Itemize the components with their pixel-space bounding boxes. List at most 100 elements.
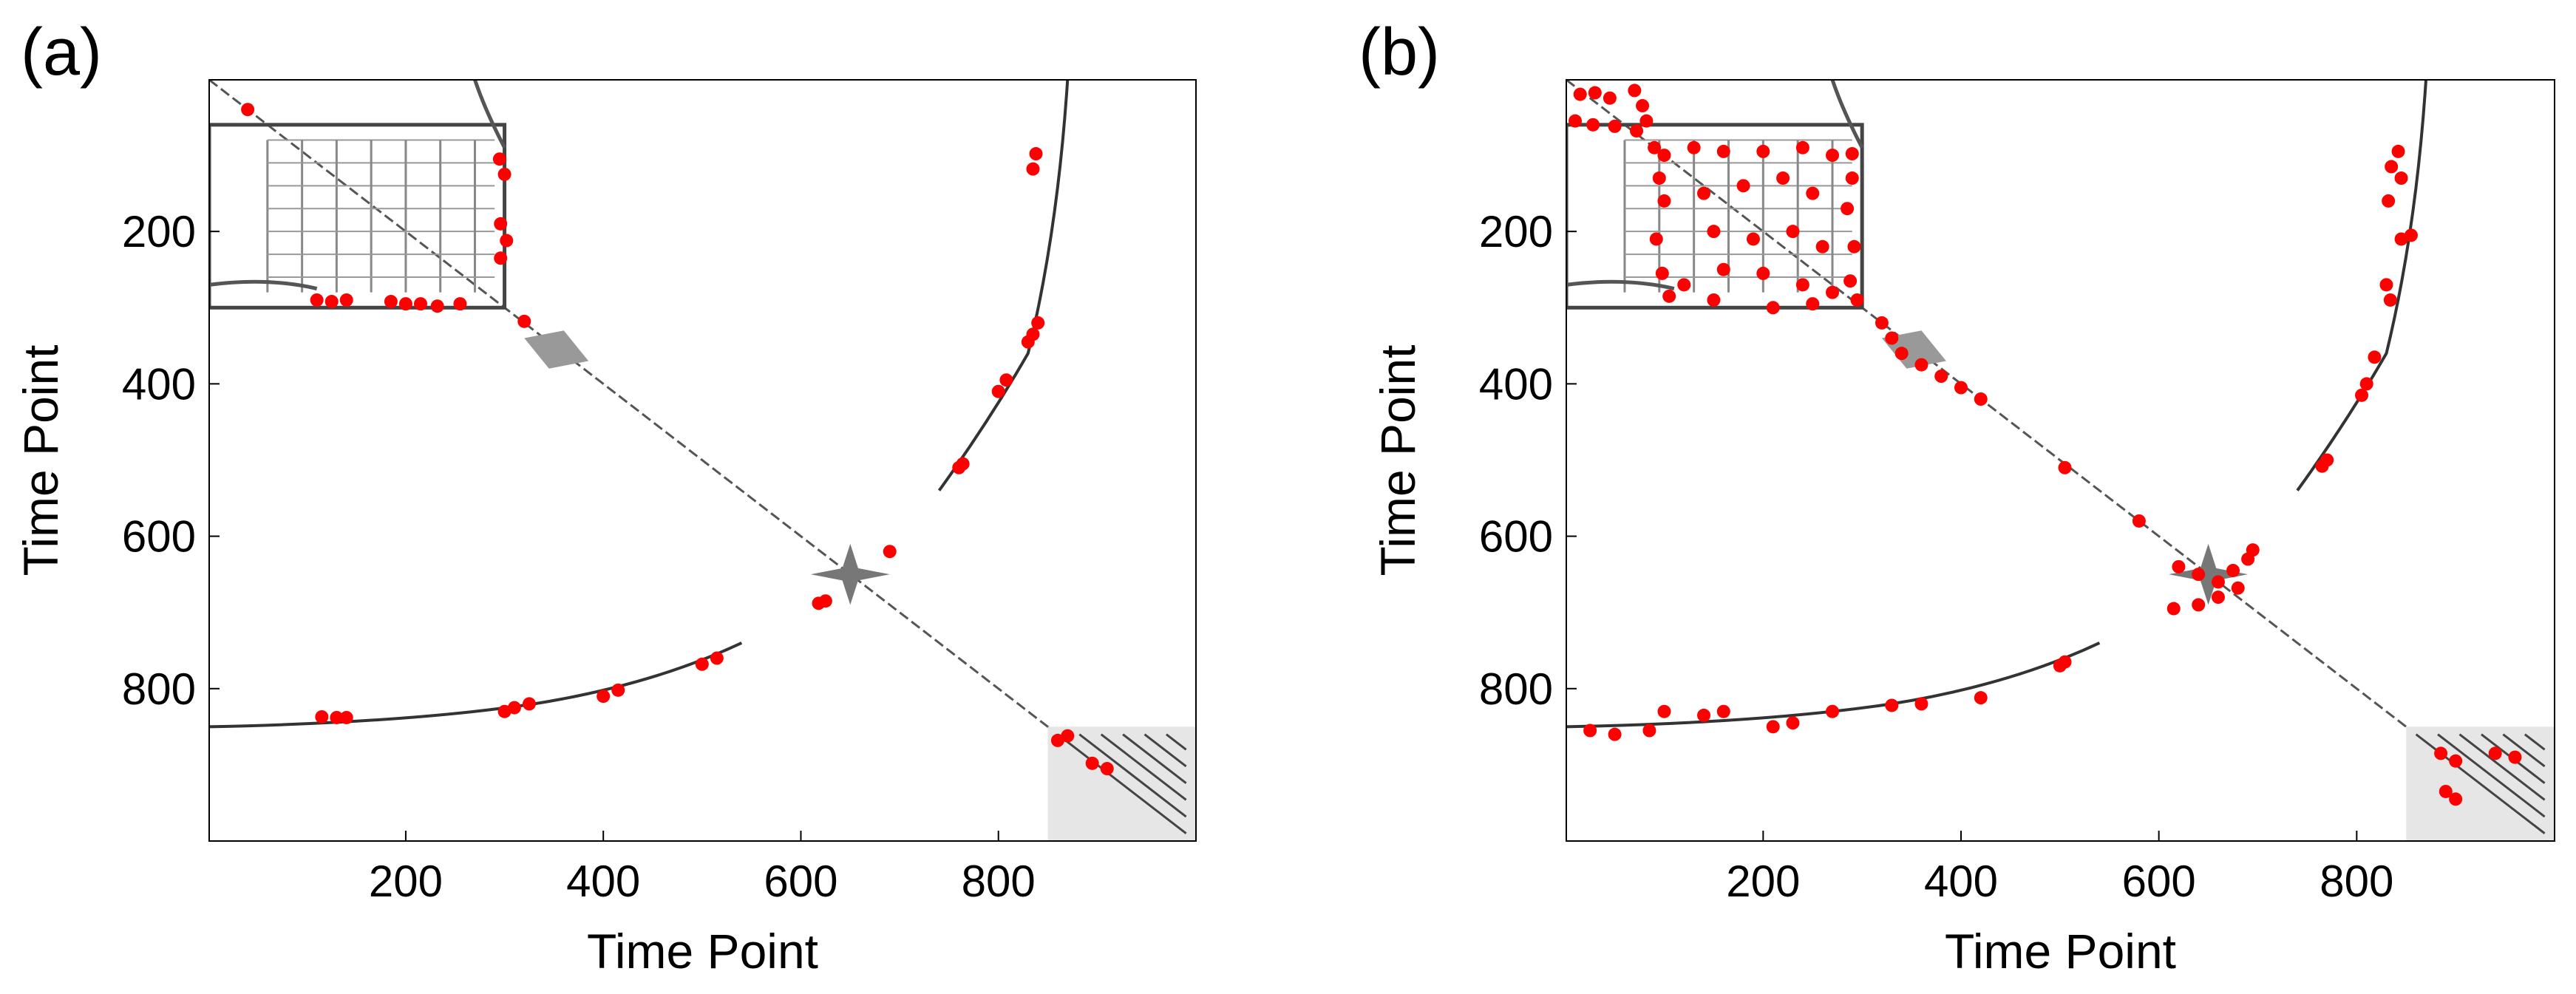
data-point <box>1716 704 1730 718</box>
data-point <box>1806 186 1820 200</box>
data-point <box>1826 704 1840 718</box>
data-point <box>1826 285 1840 299</box>
data-point <box>1649 232 1663 246</box>
x-tick-label: 400 <box>566 857 640 906</box>
data-point <box>315 709 329 724</box>
texture-line <box>1100 733 1187 801</box>
data-point <box>1687 140 1701 154</box>
data-point <box>999 373 1013 387</box>
data-point <box>1974 691 1988 705</box>
data-point <box>1885 331 1899 345</box>
data-point <box>2382 194 2396 208</box>
data-point <box>1677 278 1691 292</box>
texture-curve <box>473 80 506 149</box>
texture-line <box>2524 733 2546 751</box>
texture-curve <box>209 279 318 290</box>
data-point <box>2192 598 2206 612</box>
data-point <box>1826 149 1840 163</box>
data-point <box>241 103 255 117</box>
y-tick-label: 400 <box>122 359 196 409</box>
data-point <box>339 710 353 724</box>
data-point <box>2391 144 2405 158</box>
panel-a: (a) 200 400 600 800 200 400 600 800 Time Point Ti… <box>13 16 1197 978</box>
recurrence-background <box>209 80 1196 841</box>
data-point <box>1795 278 1809 292</box>
data-point <box>1061 729 1075 743</box>
data-point <box>1894 347 1909 361</box>
panel-b-label: (b) <box>1359 16 1440 89</box>
data-point <box>1031 316 1045 330</box>
data-point <box>1766 720 1780 734</box>
data-point <box>2383 293 2397 307</box>
data-point <box>2449 754 2463 768</box>
data-points <box>1569 84 2522 806</box>
main-diagonal <box>209 80 1196 841</box>
data-point <box>1603 91 1617 105</box>
data-point <box>522 697 536 711</box>
data-point <box>517 314 531 328</box>
y-tick-label: 600 <box>122 512 196 562</box>
data-point <box>1736 179 1750 193</box>
data-point <box>1707 293 1721 307</box>
data-point <box>1766 301 1780 315</box>
texture-line <box>2437 733 2546 818</box>
data-point <box>2359 377 2373 391</box>
data-point <box>1756 144 1770 158</box>
data-point <box>2231 581 2245 595</box>
data-point <box>398 297 412 311</box>
data-point <box>507 701 521 715</box>
data-point <box>1875 316 1889 330</box>
texture-star <box>2198 543 2218 605</box>
y-axis-label: Time Point <box>1370 345 1425 576</box>
panel-a-chart: 200 400 600 800 200 400 600 800 Time Point Time P… <box>13 79 1197 978</box>
data-point <box>1573 87 1587 101</box>
data-point <box>1806 297 1820 311</box>
data-point <box>2404 228 2418 242</box>
data-point <box>1845 171 1859 185</box>
texture-curve <box>1566 279 1675 290</box>
texture-line <box>1122 733 1187 784</box>
data-point <box>310 293 324 307</box>
data-point <box>1642 724 1656 738</box>
data-point <box>2355 388 2369 402</box>
data-point <box>1026 162 1040 176</box>
x-tick-label: 400 <box>1924 857 1998 906</box>
y-tick-label: 200 <box>1479 207 1553 256</box>
data-point <box>1655 266 1669 280</box>
data-point <box>1716 144 1730 158</box>
data-point <box>1786 716 1800 730</box>
data-point <box>1639 114 1654 128</box>
texture-line <box>1165 733 1187 751</box>
texture-curve <box>1566 641 2101 729</box>
data-point <box>1648 140 1662 154</box>
data-point <box>611 683 625 697</box>
plot-area <box>1566 79 2555 842</box>
y-tick-label: 800 <box>1479 664 1553 714</box>
data-point <box>2315 459 2329 473</box>
data-point <box>2246 543 2260 557</box>
texture-curve <box>1830 80 1864 149</box>
data-point <box>492 152 506 166</box>
data-point <box>1914 358 1928 372</box>
data-point <box>2226 563 2240 577</box>
data-point <box>330 710 344 724</box>
data-point <box>1085 756 1099 770</box>
y-tick-label: 600 <box>1479 512 1553 562</box>
block-outline <box>1566 123 1864 310</box>
texture-line <box>1078 733 1187 818</box>
data-point <box>2058 460 2072 474</box>
data-point <box>991 384 1005 398</box>
data-point <box>2394 171 2408 185</box>
data-point <box>1029 147 1043 161</box>
data-point <box>1697 186 1711 200</box>
x-tick-label: 200 <box>369 857 443 906</box>
data-point <box>2434 746 2448 760</box>
data-point <box>2488 746 2502 760</box>
data-point <box>1636 99 1650 113</box>
data-point <box>2132 514 2146 528</box>
data-point <box>494 217 508 231</box>
texture-star <box>840 543 860 605</box>
data-point <box>1586 118 1600 132</box>
data-point <box>710 651 724 665</box>
data-point <box>1657 194 1671 208</box>
